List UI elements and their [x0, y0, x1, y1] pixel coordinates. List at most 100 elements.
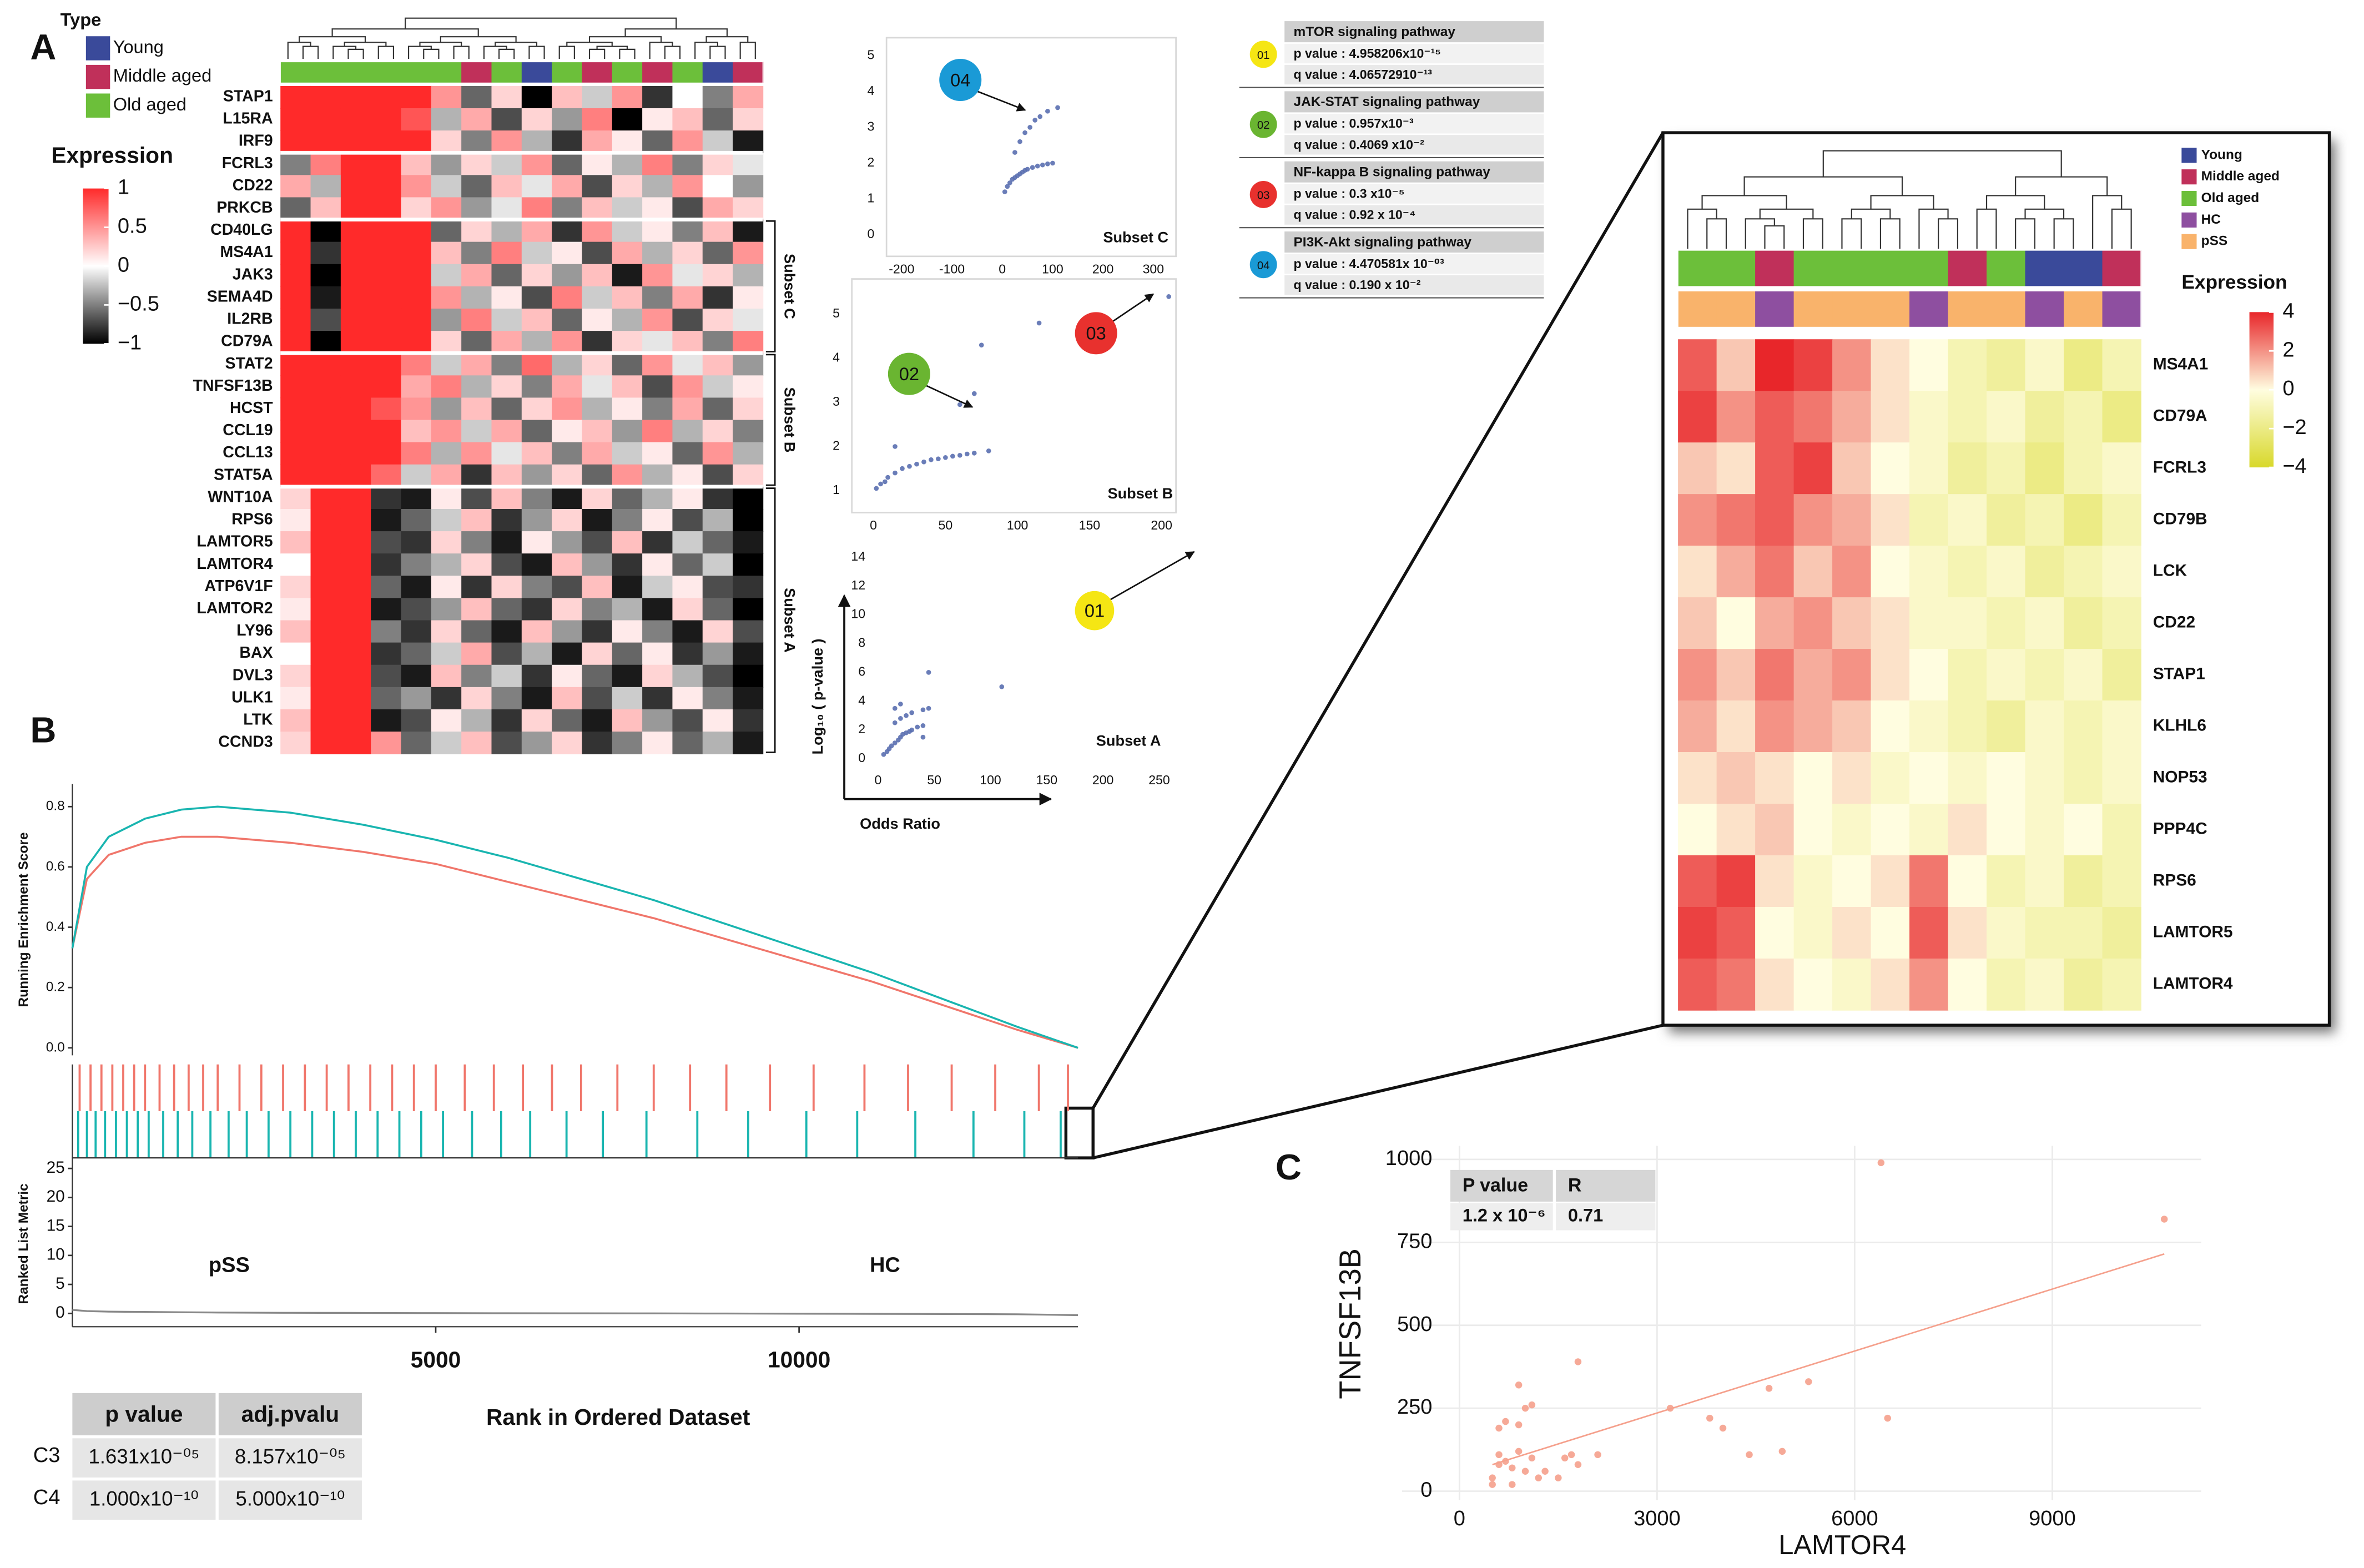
heat-cell — [552, 331, 583, 354]
heat-cell — [552, 687, 583, 710]
heat-cell — [461, 664, 492, 688]
heat-cell — [733, 175, 764, 198]
point — [881, 752, 886, 757]
heat-cell — [340, 286, 371, 309]
heat-cell — [2064, 804, 2103, 856]
point — [1025, 167, 1030, 172]
heat-cell — [371, 553, 402, 577]
heat-cell — [672, 331, 703, 354]
heat-cell — [1832, 752, 1872, 804]
heat-cell — [340, 732, 371, 754]
heat-cell — [2102, 649, 2141, 701]
table-cell-text: 5.000x10⁻¹⁰ — [235, 1487, 345, 1510]
subset-title: Subset C — [1103, 228, 1168, 245]
heat-cell — [582, 175, 613, 198]
heat-cell — [1909, 752, 1949, 804]
column-annotation — [401, 62, 432, 83]
annotation-circle — [888, 352, 930, 395]
heat-cell — [431, 397, 462, 421]
heat-cell — [431, 219, 462, 243]
heat-cell — [612, 197, 643, 220]
heat-cell — [521, 598, 552, 621]
row-label: STAT5A — [214, 466, 273, 483]
heat-cell — [401, 153, 432, 176]
heat-cell — [461, 598, 492, 621]
enrichment-line — [71, 835, 1078, 1049]
point — [874, 486, 879, 491]
table-header — [72, 1393, 216, 1435]
column-annotation — [1755, 250, 1795, 287]
y-tick-label: 8 — [858, 636, 865, 650]
pathway-badge — [1249, 181, 1277, 208]
heat-cell — [280, 576, 311, 599]
annotation-label: 01 — [1085, 600, 1105, 621]
heat-cell — [280, 85, 311, 109]
heat-cell — [431, 732, 462, 754]
point — [1045, 108, 1050, 114]
heat-cell — [672, 108, 703, 131]
heat-cell — [461, 687, 492, 710]
point — [929, 457, 934, 462]
heat-cell — [1755, 906, 1795, 959]
heat-cell — [702, 486, 733, 510]
heat-cell — [280, 642, 311, 665]
heat-cell — [642, 687, 673, 710]
point — [1036, 320, 1042, 326]
heat-cell — [642, 308, 673, 331]
heat-cell — [2064, 494, 2103, 546]
heat-cell — [582, 420, 613, 443]
colorbar-label: 1 — [118, 176, 129, 199]
x-tick-label: 9000 — [2029, 1507, 2076, 1530]
x-tick-label: 3000 — [1634, 1507, 1681, 1530]
y-tick-label: 1 — [868, 191, 875, 205]
x-axis-label: LAMTOR4 — [1778, 1530, 1906, 1560]
point — [904, 713, 909, 718]
heat-cell — [280, 687, 311, 710]
heat-cell — [310, 175, 341, 198]
y-tick-label: 4 — [868, 83, 875, 98]
heat-cell — [401, 264, 432, 287]
heat-cell — [371, 620, 402, 643]
heat-cell — [310, 153, 341, 176]
heat-cell — [1793, 391, 1833, 443]
heat-cell — [491, 732, 522, 754]
heat-cell — [1832, 494, 1872, 546]
heat-cell — [521, 397, 552, 421]
heat-cell — [521, 508, 552, 532]
heat-cell — [461, 397, 492, 421]
heat-cell — [672, 175, 703, 198]
row-label: LAMTOR5 — [2153, 922, 2233, 941]
heat-cell — [1716, 597, 1756, 649]
heat-cell — [702, 598, 733, 621]
heat-cell — [1793, 700, 1833, 753]
heat-cell — [401, 197, 432, 220]
heat-cell — [461, 464, 492, 487]
y-tick-label: 2 — [858, 722, 865, 736]
y-tick-label: 0.8 — [46, 799, 65, 814]
heat-cell — [1678, 700, 1717, 753]
heat-cell — [552, 197, 583, 220]
heat-cell — [702, 687, 733, 710]
y-tick-label: 5 — [833, 306, 840, 320]
heat-cell — [340, 598, 371, 621]
row-label: PPP4C — [2153, 819, 2207, 838]
heat-cell — [371, 732, 402, 754]
pathway-row — [1284, 43, 1544, 64]
heat-cell — [491, 553, 522, 577]
point — [1002, 189, 1007, 194]
heat-cell — [461, 420, 492, 443]
heat-cell — [1716, 906, 1756, 959]
legend-swatch — [2181, 234, 2197, 249]
point — [2160, 1216, 2168, 1223]
heat-cell — [1678, 546, 1717, 598]
point — [1521, 1468, 1529, 1475]
heat-cell — [461, 308, 492, 331]
heat-cell — [431, 175, 462, 198]
heat-cell — [310, 331, 341, 354]
legend-swatch — [85, 64, 110, 89]
heat-cell — [2064, 649, 2103, 701]
heat-cell — [672, 241, 703, 265]
heat-cell — [2064, 700, 2103, 753]
point — [1509, 1481, 1516, 1488]
row-label: TNFSF13B — [193, 377, 273, 395]
